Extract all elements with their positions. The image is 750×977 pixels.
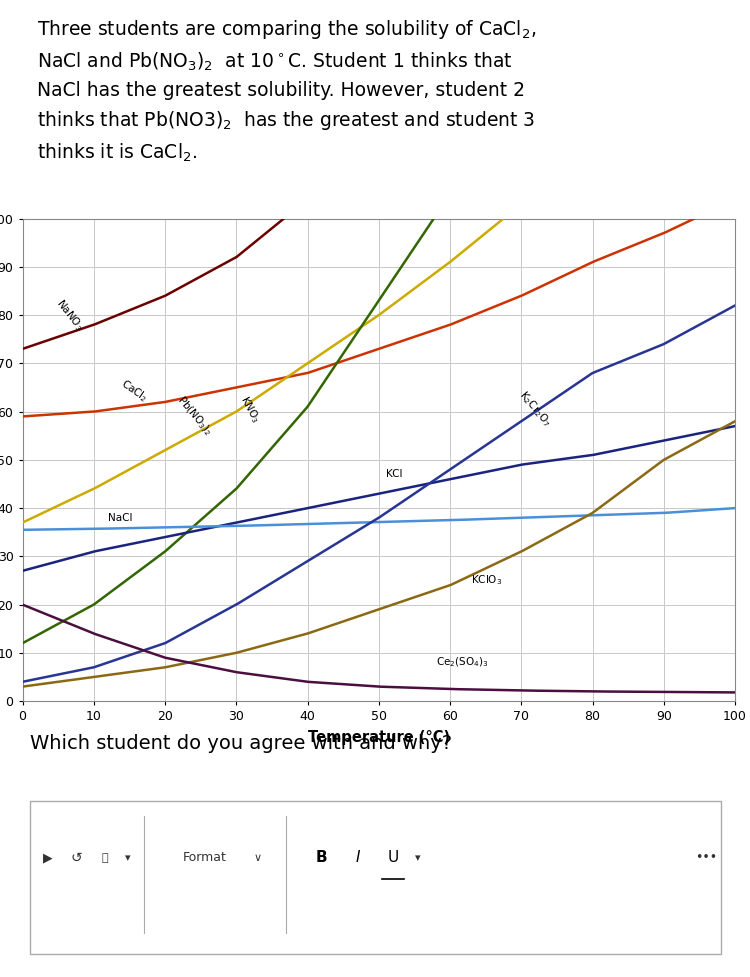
Text: U: U: [387, 850, 399, 866]
Text: 🔗: 🔗: [101, 853, 108, 863]
Text: ▾: ▾: [416, 853, 421, 863]
Text: Pb(NO$_3$)$_2$: Pb(NO$_3$)$_2$: [174, 393, 215, 438]
X-axis label: Temperature (°C): Temperature (°C): [308, 730, 450, 745]
Text: I: I: [356, 850, 360, 866]
Text: •••: •••: [695, 851, 718, 865]
FancyBboxPatch shape: [30, 801, 721, 955]
Text: NaNO$_3$: NaNO$_3$: [53, 296, 86, 333]
Text: Format: Format: [182, 851, 226, 865]
Text: ↺: ↺: [70, 851, 82, 865]
Text: K$_2$Cr$_2$O$_7$: K$_2$Cr$_2$O$_7$: [516, 388, 554, 430]
Text: KCl: KCl: [386, 469, 402, 480]
Text: ∨: ∨: [254, 853, 262, 863]
Text: ▾: ▾: [125, 853, 130, 863]
Text: CaCl$_2$: CaCl$_2$: [118, 377, 151, 405]
Text: B: B: [316, 850, 328, 866]
Text: Which student do you agree with and why?: Which student do you agree with and why?: [30, 734, 451, 752]
Text: Ce$_2$(SO$_4$)$_3$: Ce$_2$(SO$_4$)$_3$: [436, 656, 488, 669]
Text: Three students are comparing the solubility of CaCl$_2$,
NaCl and Pb(NO$_3$)$_2$: Three students are comparing the solubil…: [37, 19, 536, 164]
Text: ▶: ▶: [43, 851, 52, 865]
Text: KNO$_3$: KNO$_3$: [237, 394, 263, 426]
Text: KClO$_3$: KClO$_3$: [471, 573, 502, 587]
Text: NaCl: NaCl: [108, 513, 133, 523]
